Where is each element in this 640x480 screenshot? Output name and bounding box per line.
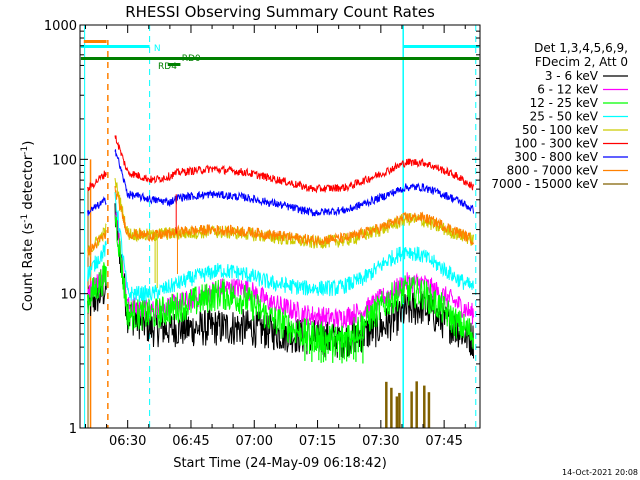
legend-label-7: 800 - 7000 keV	[507, 164, 599, 178]
legend-label-6: 300 - 800 keV	[514, 150, 598, 164]
y-axis-label-part-2: detector	[21, 154, 36, 214]
brown-bar-3	[398, 392, 401, 428]
brown-bar-4	[410, 391, 413, 428]
status-bar-n-right	[403, 45, 480, 48]
brown-bar-6	[423, 385, 426, 428]
plot-frame	[79, 24, 481, 429]
y-axis-label-sup-1: -1	[20, 214, 30, 223]
series-line-3	[87, 191, 474, 303]
legend-label-4: 50 - 100 keV	[522, 123, 599, 137]
status-bar-rd0	[80, 57, 480, 60]
annotation-rd4: RD4	[158, 62, 177, 72]
status-bar-orange	[83, 40, 107, 43]
brown-bar-5	[415, 381, 418, 428]
legend-header-1: Det 1,3,4,5,6,9,	[534, 41, 628, 55]
brown-bar-2	[395, 396, 399, 428]
y-axis-label-part-3: )	[21, 141, 36, 146]
legend-header-2: FDecim 2, Att 0	[535, 55, 628, 69]
annotation-rd0: RD0	[182, 54, 201, 64]
legend-label-3: 25 - 50 keV	[530, 110, 599, 124]
x-tick-label-0: 06:30	[109, 434, 146, 449]
y-tick-label-1: 10	[60, 288, 77, 303]
x-tick-label-1: 06:45	[172, 434, 209, 449]
chart-title: RHESSI Observing Summary Count Rates	[125, 3, 435, 21]
y-axis-label-sup-2: -1	[20, 146, 30, 155]
series-line-5	[87, 135, 474, 194]
status-bar-rd4	[167, 63, 181, 66]
axis-ticks: 06:30 06:45 07:00 07:15 07:30 07:45 1 10 100 1000	[44, 19, 480, 449]
brown-bar-7	[427, 392, 431, 428]
y-tick-label-2: 100	[52, 153, 77, 168]
x-tick-label-3: 07:15	[299, 434, 336, 449]
x-axis-label: Start Time (24-May-09 06:18:42)	[173, 456, 387, 471]
legend-label-1: 6 - 12 keV	[537, 83, 599, 97]
brown-bar-0	[385, 381, 388, 428]
y-axis-label-part-1: Count Rate (s	[21, 223, 36, 312]
legend-label-2: 12 - 25 keV	[530, 96, 599, 110]
series-line-7	[87, 185, 474, 258]
plot-marks: N RD0 RD4	[80, 25, 480, 428]
legend-label-8: 7000 - 15000 keV	[491, 177, 598, 191]
y-tick-label-3: 1000	[44, 19, 77, 34]
legend-label-0: 3 - 6 keV	[545, 69, 599, 83]
y-tick-label-0: 1	[69, 422, 77, 437]
y-axis-label: Count Rate (s-1 detector-1)	[20, 141, 36, 312]
brown-bar-1	[390, 387, 393, 428]
series-line-2	[87, 214, 474, 356]
annotation-n: N	[154, 44, 161, 54]
series-line-6	[87, 149, 474, 217]
x-tick-label-4: 07:30	[362, 434, 399, 449]
legend: Det 1,3,4,5,6,9, FDecim 2, Att 0 3 - 6 k…	[491, 41, 628, 191]
x-tick-label-5: 07:45	[425, 434, 462, 449]
x-tick-label-2: 07:00	[236, 434, 273, 449]
footer-timestamp: 14-Oct-2021 20:08	[562, 468, 638, 477]
legend-label-5: 100 - 300 keV	[514, 137, 598, 151]
status-bar-n-left	[80, 45, 150, 48]
